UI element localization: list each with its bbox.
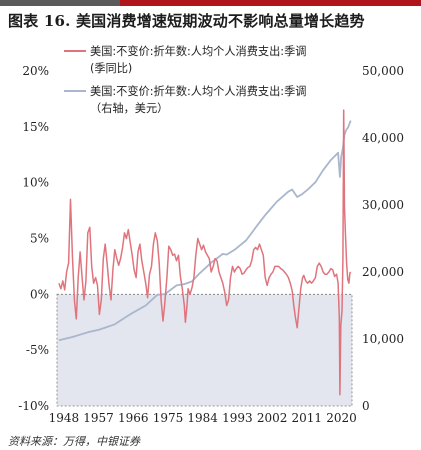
- x-tick-label: 1993: [222, 411, 253, 425]
- x-tick-label: 1948: [49, 411, 80, 425]
- y-left-tick-label: 20%: [22, 64, 49, 78]
- negative-zone-band: [56, 293, 353, 407]
- legend-label: （右轴，美元）: [90, 101, 168, 115]
- x-tick-label: 2002: [257, 411, 288, 425]
- x-tick-label: 2020: [326, 411, 357, 425]
- source-note: 资料来源：万得，中银证券: [8, 435, 140, 448]
- y-right-tick-label: 0: [362, 399, 370, 413]
- y-left-tick-label: -5%: [26, 343, 49, 357]
- x-tick-label: 2011: [292, 411, 323, 425]
- chart-title: 图表 16. 美国消费增速短期波动不影响总量增长趋势: [8, 12, 365, 30]
- y-left-tick-label: 15%: [22, 120, 49, 134]
- header-bar-red: [120, 0, 421, 6]
- y-left-tick-label: 5%: [30, 232, 49, 246]
- y-right-tick-label: 10,000: [362, 332, 404, 346]
- y-left-tick-label: 10%: [22, 176, 49, 190]
- legend-label: (季同比): [90, 62, 132, 75]
- header-color-bar: [0, 0, 421, 6]
- legend-label: 美国:不变价:折年数:人均个人消费支出:季调: [90, 44, 306, 58]
- y-right-tick-label: 40,000: [362, 131, 404, 145]
- legend-label: 美国:不变价:折年数:人均个人消费支出:季调: [90, 84, 306, 98]
- x-tick-label: 1984: [187, 411, 218, 425]
- series-line-yoy: [58, 109, 352, 396]
- y-right-tick-label: 50,000: [362, 64, 404, 78]
- y-right-tick-label: 20,000: [362, 265, 404, 279]
- x-tick-label: 1975: [153, 411, 184, 425]
- x-tick-label: 1957: [83, 411, 114, 425]
- y-right-tick-label: 30,000: [362, 198, 404, 212]
- x-tick-label: 1966: [118, 411, 149, 425]
- series-line-level: [58, 120, 352, 342]
- y-left-tick-label: -10%: [18, 399, 49, 413]
- y-left-tick-label: 0%: [30, 287, 49, 301]
- header-bar-dark: [0, 0, 120, 6]
